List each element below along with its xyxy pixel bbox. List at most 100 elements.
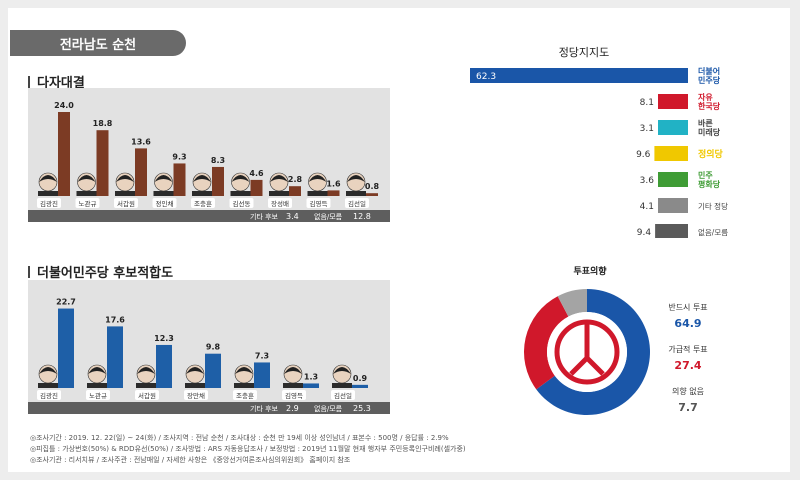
candidate-suit-icon (185, 383, 205, 388)
candidate-suit-icon (346, 191, 366, 196)
name-tag (114, 198, 138, 208)
name-tag (37, 390, 61, 400)
bar-value-label: 0.9 (353, 374, 368, 383)
bar-value-label: 22.7 (56, 298, 76, 307)
none-unknown-label: 없음/모름 (314, 405, 343, 413)
bar-김영득 (303, 383, 319, 388)
bar-value-label: 8.3 (211, 156, 225, 165)
none-unknown-value: 25.3 (353, 404, 371, 413)
candidate-hair-icon (308, 175, 327, 182)
bar-김선동 (250, 179, 263, 196)
candidate-hair-icon (77, 175, 96, 182)
region-tab: 전라남도 순천 (10, 30, 186, 56)
name-tag (135, 390, 159, 400)
candidate-name-label: 김영득 (310, 199, 328, 208)
bar-value-label: 1.3 (304, 372, 318, 381)
section2-title-text: 더불어민주당 후보적합도 (37, 266, 174, 281)
party-value-label: 4.1 (640, 202, 654, 212)
title-marker (28, 75, 30, 88)
candidate-suit-icon (115, 191, 135, 196)
vote-category-label: 의향 없음 (672, 386, 704, 396)
extra-strip (28, 402, 390, 414)
section2-title: 더불어민주당 후보적합도 (28, 262, 173, 281)
bar-value-label: 9.3 (172, 152, 186, 161)
party-logo-text: 정의당 (698, 148, 724, 160)
candidate-suit-icon (269, 191, 289, 196)
bar-value-label: 1.6 (326, 179, 341, 188)
party-bar-6 (658, 198, 688, 213)
candidate-hair-icon (88, 367, 106, 374)
candidate-name-label: 노관규 (79, 199, 97, 208)
candidate-name-label: 조충훈 (236, 391, 254, 400)
candidate-name-label: 김영득 (285, 391, 303, 400)
candidate-name-label: 서갑원 (117, 199, 135, 208)
name-tag (229, 198, 254, 208)
name-tag (191, 198, 215, 208)
name-tag (37, 198, 61, 208)
candidate-suit-icon (87, 383, 107, 388)
party-value-label: 3.6 (640, 176, 655, 186)
bar-value-label: 4.6 (249, 169, 264, 178)
party-bar-4 (654, 146, 688, 161)
vote-value-label: 27.4 (674, 359, 701, 372)
candidate-name-label: 김광진 (40, 199, 58, 208)
party-logo-text: 바른 (698, 118, 713, 128)
party-plain-label: 없음/모름 (698, 228, 728, 237)
none-unknown-label: 없음/모름 (314, 213, 343, 221)
vote-value-label: 64.9 (674, 317, 701, 330)
title-marker (28, 265, 30, 278)
footer-line-1: ◎조사기간 : 2019. 12. 22(일) ~ 24(화) / 조사지역 :… (30, 434, 449, 442)
ballot-stamp-mark (569, 324, 605, 376)
pie-slice-3 (557, 289, 587, 317)
bar-value-label: 17.6 (105, 315, 125, 324)
name-tag (345, 198, 369, 208)
pie-slice-2 (524, 296, 569, 390)
candidate-name-label: 서갑원 (138, 391, 156, 400)
candidate-hair-icon (154, 175, 173, 182)
candidate-suit-icon (192, 191, 212, 196)
candidate-suit-icon (153, 191, 174, 196)
vote-intention-title: 투표의향 (573, 265, 607, 277)
candidate-hair-icon (193, 175, 211, 182)
party-logo-text: 미래당 (698, 127, 721, 137)
party-logo-text: 민주당 (698, 75, 721, 85)
candidate-name-label: 노관규 (89, 391, 107, 400)
ballot-stamp-icon (554, 319, 620, 385)
bar-서갑원 (156, 344, 172, 388)
other-candidates-label: 기타 후보 (250, 212, 279, 221)
bar-장성배 (289, 186, 301, 196)
vote-category-label: 반드시 투표 (668, 303, 707, 312)
chart-dem-suitability: 22.7 김광진 17.6 노관규 12.3 서갑원 9.8 장만채 7.3 조충훈 1.3 김영득 0… (28, 298, 390, 414)
party-value-label: 9.4 (637, 228, 652, 238)
name-tag (331, 390, 355, 400)
party-logo-text: 민주 (698, 170, 713, 180)
party-value-label: 8.1 (640, 98, 654, 108)
candidate-hair-icon (39, 367, 57, 374)
candidate-hair-icon (333, 367, 351, 374)
name-tag (152, 198, 177, 208)
party-value-label: 9.6 (636, 150, 651, 160)
name-tag (75, 198, 100, 208)
bar-value-label: 2.8 (288, 175, 303, 184)
candidate-name-label: 장성배 (271, 199, 289, 208)
bar-서갑원 (135, 148, 147, 196)
bar-value-label: 18.8 (93, 119, 113, 128)
other-candidates-value: 3.4 (286, 212, 299, 221)
footer-line-3: ◎조사기관 : 리서치뷰 / 조사주관 : 전남매일 / 자세한 사항은 《중앙… (30, 456, 351, 464)
party-bar-5 (658, 172, 688, 187)
bar-노관규 (96, 130, 109, 196)
name-tag (86, 390, 110, 400)
party-plain-label: 기타 정당 (698, 201, 728, 211)
candidate-hair-icon (39, 175, 57, 182)
panel-multi-candidate: 24.0 김광진 18.8 노관규 13.6 서갑원 9.3 정인채 8.3 조충훈 4.6 김선동 2… (28, 88, 390, 222)
name-tag (306, 198, 331, 208)
candidate-suit-icon (38, 191, 58, 196)
party-support-title: 정당지지도 (559, 46, 610, 59)
party-logo-text: 평화당 (698, 179, 721, 189)
candidate-name-label: 김선일 (334, 391, 352, 400)
bar-조충훈 (254, 362, 270, 388)
bar-정인채 (173, 163, 186, 196)
other-candidates-label: 기타 후보 (250, 404, 279, 413)
